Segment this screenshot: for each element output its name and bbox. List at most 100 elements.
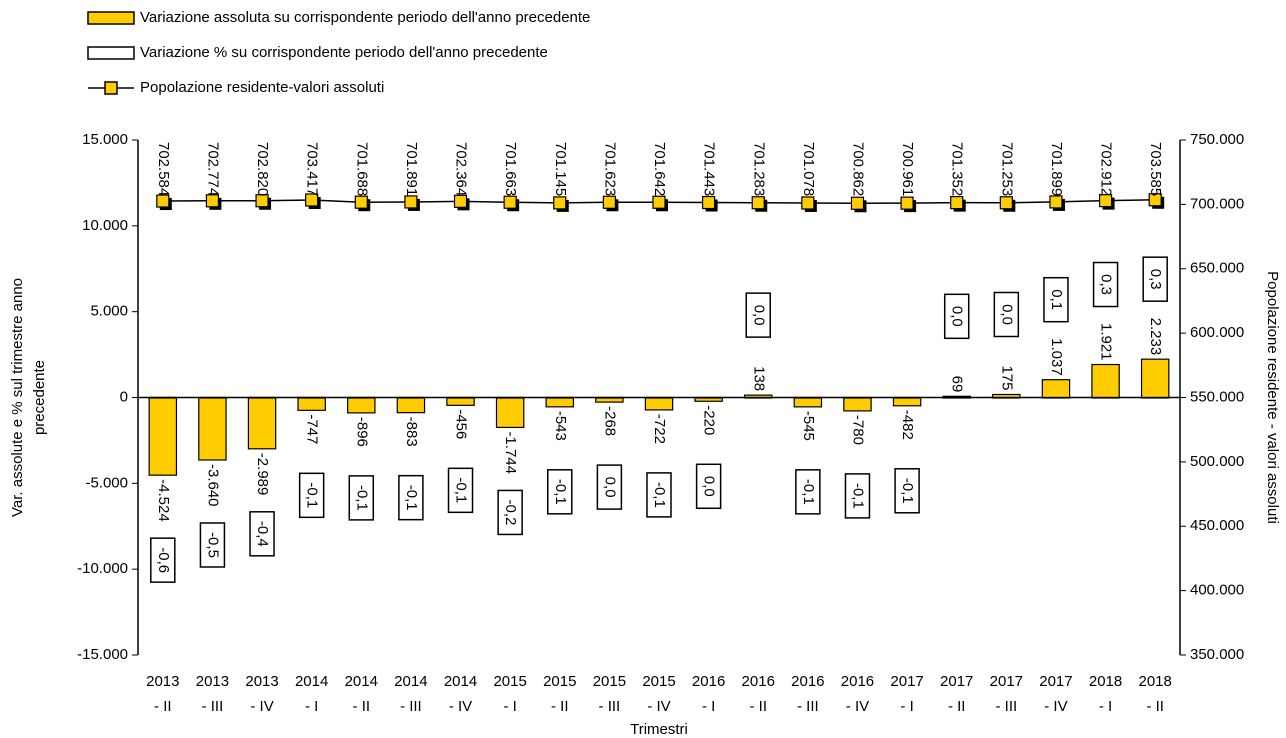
- x-tick-label: - IV: [846, 698, 869, 715]
- marker: [404, 195, 418, 209]
- data-label-box: [894, 468, 920, 514]
- x-tick-label: 2016: [742, 673, 775, 690]
- bar: [793, 396, 823, 399]
- x-tick-label: - I: [900, 698, 913, 715]
- x-tick-label: - IV: [647, 698, 670, 715]
- data-label: 0,0: [701, 476, 718, 497]
- marker: [602, 195, 616, 209]
- data-label: 701.688: [353, 142, 370, 196]
- x-tick-label: - II: [154, 698, 172, 715]
- data-label: -0,1: [403, 485, 420, 511]
- x-axis-title: Trimestri: [630, 721, 688, 738]
- data-label: -456: [453, 409, 470, 439]
- data-label: 0,0: [601, 477, 618, 498]
- marker: [305, 193, 319, 207]
- data-label: 701.078: [800, 142, 817, 196]
- x-tick-label: - III: [202, 698, 224, 715]
- bar: [1091, 396, 1120, 399]
- legend-label: Variazione assoluta su corrispondente pe…: [140, 9, 590, 26]
- x-tick-label: 2017: [990, 673, 1023, 690]
- data-label-box: [298, 472, 325, 519]
- x-tick-label: - II: [353, 698, 371, 715]
- x-tick-label: - I: [305, 698, 318, 715]
- y-tick-label: 15.000: [82, 131, 128, 148]
- x-tick-label: 2017: [890, 673, 923, 690]
- data-label: -268: [601, 406, 618, 436]
- marker: [801, 196, 815, 210]
- bar: [297, 396, 326, 399]
- data-label: 701.283: [750, 142, 767, 196]
- data-label-box: [993, 291, 1020, 338]
- bar: [446, 396, 475, 406]
- x-tick-label: - II: [551, 698, 569, 715]
- data-label: -0,1: [800, 479, 817, 505]
- data-label: -0,6: [155, 547, 172, 573]
- data-label: -0,4: [254, 521, 271, 547]
- data-label: 703.417: [304, 142, 321, 196]
- x-tick-label: - III: [599, 698, 621, 715]
- bar: [694, 396, 723, 399]
- marker: [1098, 194, 1113, 208]
- data-label: -0,1: [453, 477, 470, 503]
- bar: [545, 396, 575, 399]
- marker: [205, 194, 220, 208]
- x-tick-label: - III: [995, 698, 1017, 715]
- data-label: 701.623: [601, 142, 618, 196]
- bar: [1091, 363, 1120, 399]
- data-label-box: [695, 463, 722, 510]
- data-label-box: [547, 469, 573, 515]
- data-label-box: [1092, 261, 1119, 308]
- x-tick-label: 2013: [196, 673, 229, 690]
- marker: [850, 196, 865, 210]
- y2-axis-title: Popolazione residente - valori assoluti: [1264, 271, 1281, 524]
- x-tick-label: 2014: [345, 673, 378, 690]
- data-label-box: [348, 475, 375, 521]
- x-tick-label: 2015: [642, 673, 675, 690]
- marker: [255, 194, 269, 208]
- x-tick-label: - I: [702, 698, 715, 715]
- legend-label: Popolazione residente-valori assoluti: [140, 79, 384, 96]
- data-label: 701.352: [949, 142, 966, 196]
- y-tick-label: 10.000: [82, 217, 128, 234]
- data-label-box: [249, 511, 275, 557]
- x-tick-label: 2016: [841, 673, 874, 690]
- data-label: 702.820: [254, 142, 271, 196]
- bar: [1041, 396, 1071, 399]
- data-label: -0,1: [353, 485, 370, 511]
- x-tick-label: - I: [1099, 698, 1112, 715]
- bar: [892, 396, 922, 407]
- y2-tick-label: 400.000: [1190, 582, 1244, 599]
- data-label-box: [199, 522, 226, 568]
- data-label: 0,0: [949, 306, 966, 327]
- bar: [545, 396, 575, 408]
- data-label-box: [596, 464, 623, 510]
- marker: [900, 196, 914, 210]
- bar: [644, 396, 674, 399]
- x-tick-label: 2015: [493, 673, 526, 690]
- bar: [198, 396, 227, 399]
- data-label: 702.364: [453, 142, 470, 196]
- data-label-box: [1043, 276, 1069, 323]
- data-label: -2.989: [254, 453, 271, 496]
- x-tick-label: - IV: [1044, 698, 1067, 715]
- data-label: 702.912: [1098, 142, 1115, 196]
- x-tick-label: 2018: [1139, 673, 1172, 690]
- data-label: -722: [651, 414, 668, 444]
- data-label: 702.584: [155, 142, 172, 196]
- data-label: 701.899: [1048, 142, 1065, 196]
- data-label: -3.640: [204, 464, 221, 507]
- data-label: -543: [552, 411, 569, 441]
- legend-label: Variazione % su corrispondente periodo d…: [140, 44, 548, 61]
- data-label: 0,3: [1098, 274, 1115, 295]
- bar: [793, 396, 823, 408]
- data-label: -220: [701, 405, 718, 435]
- bar: [347, 396, 376, 399]
- data-label: 0,0: [998, 304, 1015, 325]
- data-label: 0,0: [750, 305, 767, 326]
- marker: [453, 194, 468, 208]
- data-label: -780: [850, 415, 867, 445]
- data-label: 701.253: [998, 142, 1015, 196]
- x-tick-label: 2017: [1039, 673, 1072, 690]
- marker: [751, 196, 765, 210]
- data-label: 701.145: [552, 142, 569, 196]
